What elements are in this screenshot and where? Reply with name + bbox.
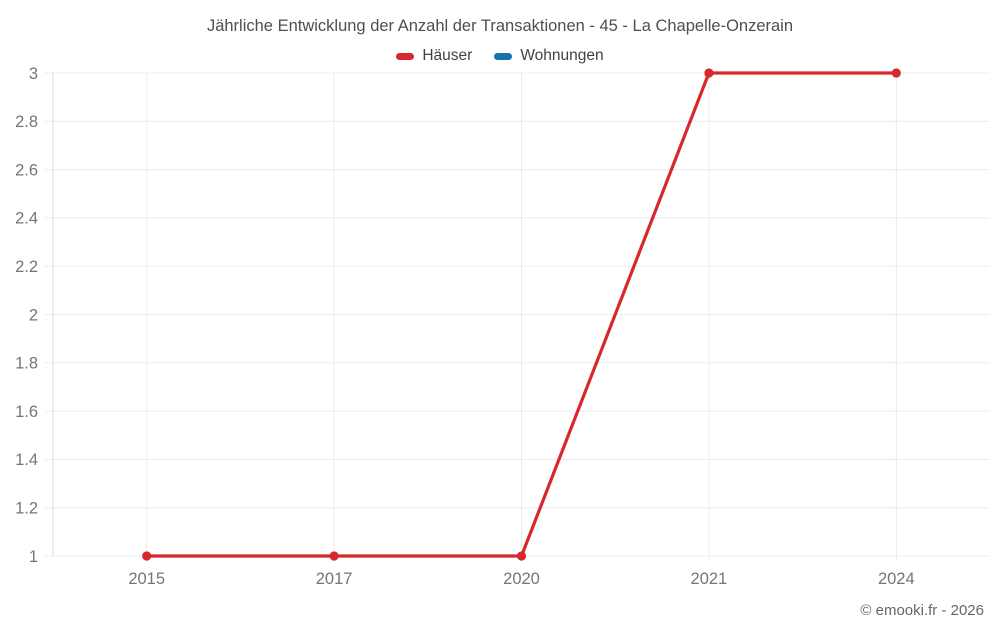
x-tick-label: 2020 bbox=[503, 570, 540, 588]
x-tick-label: 2017 bbox=[316, 570, 353, 588]
legend-item-haeuser[interactable]: Häuser bbox=[396, 47, 472, 65]
legend: Häuser Wohnungen bbox=[0, 46, 1000, 66]
legend-label-haeuser: Häuser bbox=[422, 47, 473, 64]
y-tick-label: 2.8 bbox=[15, 113, 38, 131]
y-tick-label: 2.4 bbox=[15, 210, 38, 228]
chart-title: Jährliche Entwicklung der Anzahl der Tra… bbox=[206, 17, 794, 35]
y-tick-label: 2 bbox=[29, 306, 38, 324]
wohnungen-series-swatch-icon bbox=[494, 52, 513, 60]
legend-label-wohnungen: Wohnungen bbox=[520, 47, 604, 64]
data-point bbox=[329, 551, 339, 561]
x-tick-label: 2024 bbox=[878, 570, 915, 588]
y-tick-label: 1.8 bbox=[15, 355, 38, 373]
x-tick-label: 2015 bbox=[128, 570, 165, 588]
data-point bbox=[704, 68, 714, 78]
haeuser-series-swatch-icon bbox=[396, 52, 415, 60]
data-point bbox=[891, 68, 901, 78]
y-tick-label: 2.2 bbox=[15, 258, 38, 276]
gridlines bbox=[45, 72, 990, 561]
x-tick-label: 2021 bbox=[691, 570, 728, 588]
y-tick-label: 1.2 bbox=[15, 499, 38, 517]
legend-item-wohnungen[interactable]: Wohnungen bbox=[494, 47, 604, 65]
y-tick-label: 1 bbox=[29, 548, 38, 566]
data-point bbox=[142, 551, 152, 561]
y-tick-label: 1.6 bbox=[15, 403, 38, 421]
y-axis-labels: 1 1.2 1.4 1.6 1.8 2 2.2 2.4 2.6 2.8 3 bbox=[15, 65, 38, 566]
data-point bbox=[516, 551, 527, 561]
copyright-text: © emooki.fr - 2026 bbox=[860, 602, 984, 619]
y-tick-label: 2.6 bbox=[15, 161, 38, 179]
y-tick-label: 3 bbox=[29, 65, 38, 83]
x-axis-labels: 2015 2017 2020 2021 2024 bbox=[128, 570, 914, 588]
y-tick-label: 1.4 bbox=[15, 451, 38, 469]
series-häuser bbox=[142, 68, 901, 561]
